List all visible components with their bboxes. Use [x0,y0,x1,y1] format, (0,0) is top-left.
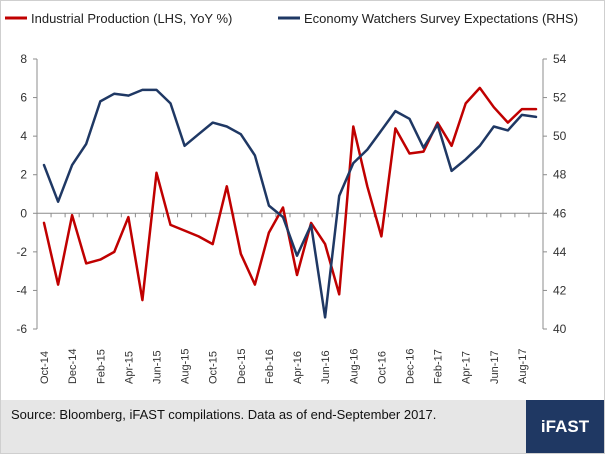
left-tick-label: 8 [20,52,27,66]
chart-legend: Industrial Production (LHS, YoY %) Econom… [5,11,578,26]
x-tick-label: Oct-14 [39,351,51,384]
line-chart: Industrial Production (LHS, YoY %) Econom… [5,11,578,384]
x-tick-label: Apr-15 [123,351,135,384]
left-tick-label: -6 [16,322,27,336]
left-tick-label: 6 [20,91,27,105]
x-tick-label: Feb-17 [433,349,445,384]
economy-watchers-line [42,88,538,319]
industrial-production-line [42,86,538,302]
right-tick-label: 48 [553,168,567,182]
x-tick-label: Dec-15 [236,349,248,384]
x-tick-label: Jun-15 [151,350,163,384]
x-tick-label: Aug-15 [180,349,192,384]
x-tick-label: Dec-14 [67,349,79,384]
x-tick-label: Jun-16 [320,350,332,384]
x-tick-label: Feb-16 [264,349,276,384]
right-tick-label: 50 [553,129,567,143]
right-tick-label: 46 [553,206,567,220]
x-tick-label: Feb-15 [95,349,107,384]
left-tick-label: -4 [16,283,27,297]
left-tick-label: -2 [16,245,27,259]
left-tick-label: 0 [20,206,27,220]
source-note: Source: Bloomberg, iFAST compilations. D… [11,407,437,422]
right-tick-label: 52 [553,91,567,105]
right-tick-label: 54 [553,52,567,66]
left-tick-label: 4 [20,129,27,143]
ifast-logo: iFAST [526,400,604,453]
right-tick-label: 40 [553,322,567,336]
legend-label: Industrial Production (LHS, YoY %) [31,11,232,26]
x-tick-label: Dec-16 [404,349,416,384]
x-tick-label: Aug-17 [517,349,529,384]
x-tick-label: Apr-17 [461,351,473,384]
chart-series [42,86,538,319]
right-tick-label: 42 [553,283,567,297]
source-footer: Source: Bloomberg, iFAST compilations. D… [1,400,604,453]
x-tick-label: Oct-15 [208,351,220,384]
x-tick-label: Aug-16 [348,349,360,384]
x-tick-label: Apr-16 [292,351,304,384]
x-tick-label: Oct-16 [376,351,388,384]
left-tick-label: 2 [20,168,27,182]
right-tick-label: 44 [553,245,567,259]
x-tick-label: Jun-17 [489,350,501,384]
legend-label: Economy Watchers Survey Expectations (RH… [304,11,578,26]
